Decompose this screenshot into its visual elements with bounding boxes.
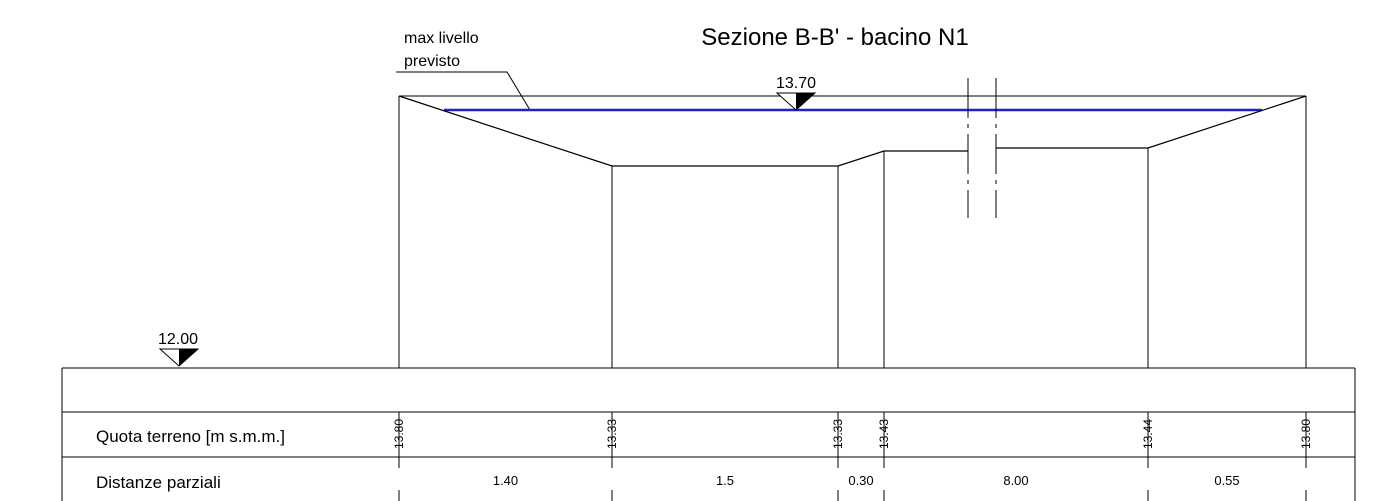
water-note-line1: max livello (404, 30, 479, 47)
profile-table (61, 367, 1356, 501)
water-note-line2: previsto (404, 53, 460, 70)
terrain-profile-right (996, 95, 1307, 149)
water-level-value: 13.70 (776, 75, 816, 92)
break-symbol (967, 78, 997, 218)
terrain-profile-left (398, 95, 968, 167)
distance-value: 0.55 (1214, 473, 1239, 488)
water-level-marker: 13.70 (775, 75, 817, 111)
row-label-quota: Quota terreno [m s.m.m.] (96, 427, 285, 446)
row-label-distanze: Distanze parziali (96, 473, 221, 492)
distance-value: 1.5 (716, 473, 734, 488)
water-note-leader (396, 71, 531, 111)
distance-labels: 1.40 1.5 0.30 8.00 0.55 (493, 473, 1240, 488)
quote-value: 13.33 (605, 419, 619, 449)
reference-level-marker: 12.00 (158, 331, 200, 367)
quote-value: 13.44 (1141, 419, 1155, 449)
drawing-title: Sezione B-B' - bacino N1 (701, 24, 968, 51)
quote-value: 13.80 (1299, 419, 1313, 449)
quote-value: 13.80 (392, 419, 406, 449)
table-ticks (398, 412, 1307, 501)
reference-level-value: 12.00 (158, 331, 198, 348)
quote-value: 13.33 (831, 419, 845, 449)
distance-value: 1.40 (493, 473, 518, 488)
quote-labels: 13.80 13.33 13.33 13.43 13.44 13.80 (392, 419, 1313, 449)
distance-value: 0.30 (848, 473, 873, 488)
quote-value: 13.43 (877, 419, 891, 449)
distance-value: 8.00 (1003, 473, 1028, 488)
